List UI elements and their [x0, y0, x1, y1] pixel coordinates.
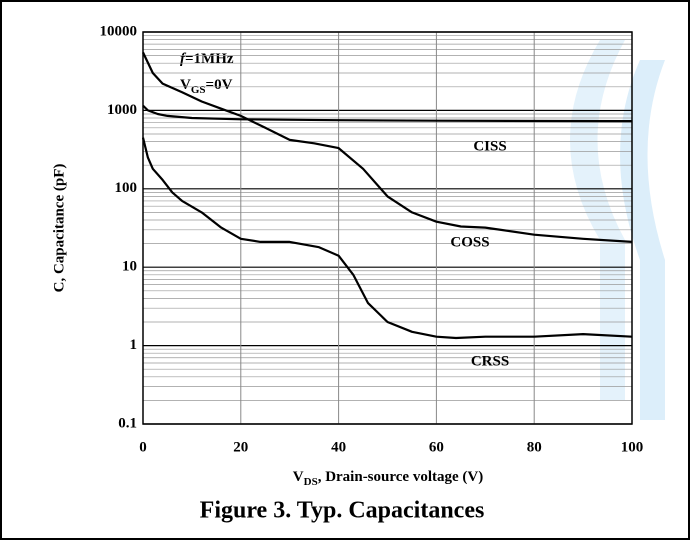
plot-frame: [142, 31, 633, 425]
series-line: [141, 137, 633, 340]
annotation-vsub: GS: [191, 84, 206, 96]
x-label-main: V: [293, 469, 304, 485]
x-tick-label: 20: [233, 439, 248, 455]
x-tick-label: 80: [527, 439, 542, 455]
y-axis-label: C, Capacitance (pF): [51, 164, 67, 293]
x-tick-label: 60: [429, 439, 444, 455]
y-tick-label: 10000: [100, 23, 138, 39]
annotation-freq: =1MHz: [185, 51, 234, 67]
x-label-rest: , Drain-source voltage (V): [318, 469, 484, 485]
x-tick-label: 40: [331, 439, 346, 455]
annotation: f=1MHz: [180, 51, 234, 67]
x-tick-label: 100: [621, 439, 644, 455]
x-label-sub: DS: [304, 476, 318, 488]
annotation-v: V: [180, 77, 191, 93]
series-label: COSS: [450, 234, 489, 250]
x-tick-label: 0: [139, 439, 147, 455]
series-line: [142, 104, 633, 123]
y-tick-label: 100: [115, 180, 138, 196]
x-axis-label: VDS, Drain-source voltage (V): [293, 469, 483, 487]
y-tick-label: 0.1: [118, 415, 137, 431]
annotation-vval: =0V: [206, 77, 233, 93]
y-tick-label: 1: [130, 337, 138, 353]
series-line: [142, 51, 633, 243]
annotation-f: f: [180, 51, 187, 67]
series-label: CISS: [473, 138, 506, 154]
caption: Figure 3. Typ. Capacitances: [200, 498, 485, 524]
y-tick-label: 10: [122, 259, 137, 275]
y-tick-label: 1000: [107, 102, 137, 118]
series-label: CRSS: [471, 353, 509, 369]
